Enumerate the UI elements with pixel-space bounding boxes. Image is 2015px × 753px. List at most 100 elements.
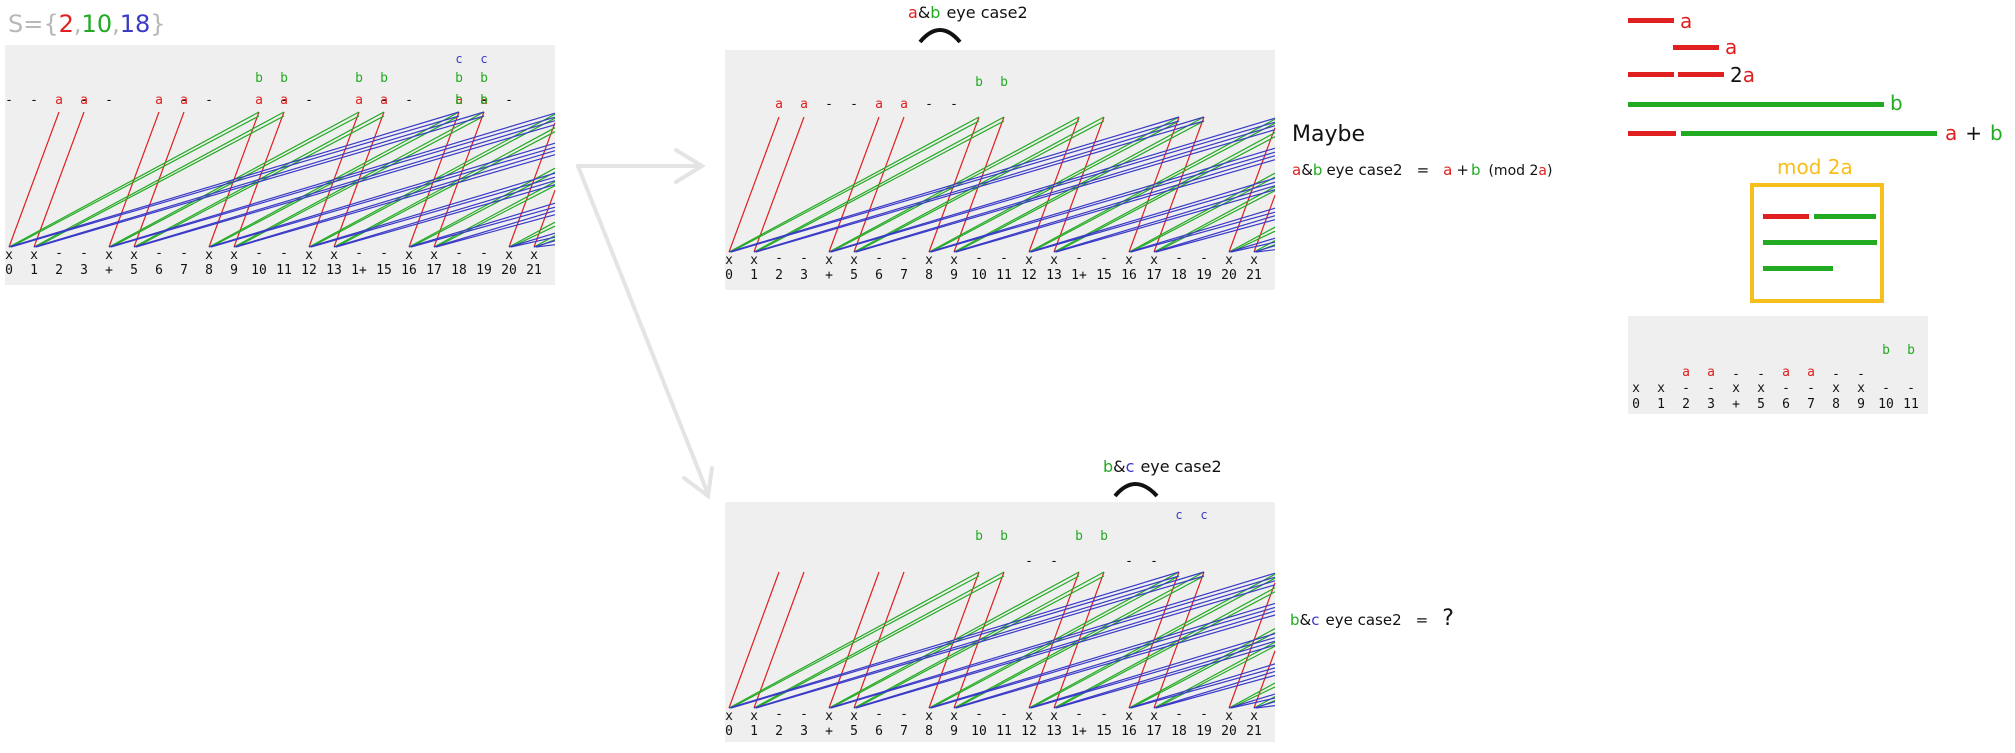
panel-bc-lines bbox=[728, 571, 1276, 709]
panel-ab-line bbox=[953, 155, 1276, 253]
panel-main-line bbox=[210, 146, 556, 248]
axis-label: 10 bbox=[971, 268, 987, 283]
dash-mark: - bbox=[255, 246, 263, 261]
dash-mark: - bbox=[775, 251, 783, 266]
x-mark: x bbox=[1050, 709, 1058, 724]
panel-ab-line bbox=[753, 116, 1205, 253]
panel-bc-line bbox=[953, 610, 1276, 709]
arrowhead-panel-bc bbox=[682, 466, 714, 500]
axis-label: 12 bbox=[1021, 268, 1037, 283]
small-x-mark: x bbox=[1857, 381, 1865, 396]
axis-label: 19 bbox=[1196, 724, 1212, 739]
panel-main-line bbox=[508, 232, 556, 248]
a-mark: a bbox=[900, 97, 908, 112]
small-axis-label: 5 bbox=[1757, 397, 1765, 412]
dash-mark: - bbox=[1200, 251, 1208, 266]
panel-main-line bbox=[35, 115, 285, 248]
panel-main-line bbox=[435, 185, 556, 248]
axis-label: 11 bbox=[276, 263, 292, 278]
axis-label: 10 bbox=[971, 724, 987, 739]
dash-mark: - bbox=[80, 246, 88, 261]
panel-ab-line bbox=[1253, 245, 1276, 253]
x-mark: x bbox=[30, 248, 38, 263]
axis-label: + bbox=[105, 263, 113, 278]
dash-mark: - bbox=[775, 707, 783, 722]
c-mark: c bbox=[480, 52, 487, 66]
panel-bc-line bbox=[728, 571, 780, 709]
c-mark: c bbox=[455, 52, 462, 66]
axis-label: 21 bbox=[526, 263, 542, 278]
panel-bc-line bbox=[1030, 637, 1276, 709]
x-mark: x bbox=[1025, 253, 1033, 268]
panel-ab-line bbox=[1028, 177, 1276, 253]
small-axis-label: 1 bbox=[1657, 397, 1665, 412]
panel-main-line bbox=[110, 116, 556, 248]
panel-bc-line bbox=[753, 571, 805, 709]
b-mark: b bbox=[975, 75, 983, 90]
small-dash: - bbox=[1782, 381, 1790, 396]
axis-label: 2 bbox=[775, 724, 783, 739]
panel-ab-lines bbox=[728, 116, 1276, 253]
panel-main-line bbox=[8, 111, 60, 248]
mod-bar-green-3 bbox=[1763, 266, 1833, 271]
panel-main-background bbox=[5, 45, 555, 285]
panel-main-line bbox=[208, 142, 556, 248]
b-mark: b bbox=[1075, 529, 1083, 544]
b-mark: b bbox=[480, 71, 488, 86]
a-mark: a bbox=[55, 93, 63, 108]
axis-label: 2 bbox=[775, 268, 783, 283]
mod-title: mod 2a bbox=[1777, 155, 1853, 179]
dash-mark: - bbox=[280, 246, 288, 261]
small-a-mark: a bbox=[1682, 365, 1690, 380]
panel-ab-line bbox=[1153, 186, 1276, 253]
b-mark: b bbox=[380, 71, 388, 86]
top-dash: - bbox=[305, 93, 313, 108]
panel-bc-line bbox=[855, 584, 1276, 709]
panel-ab-line bbox=[928, 147, 1276, 253]
legend-label-sum: a + b bbox=[1945, 121, 2003, 145]
x-mark: x bbox=[750, 709, 758, 724]
panel-bc-line bbox=[1153, 641, 1276, 709]
axis-label: 0 bbox=[725, 268, 733, 283]
panel-bc-line bbox=[1128, 663, 1276, 709]
axis-label: 19 bbox=[476, 263, 492, 278]
panel-bc-line bbox=[853, 580, 1276, 709]
axis-label: 13 bbox=[326, 263, 342, 278]
dash-mark: - bbox=[355, 246, 363, 261]
x-mark: x bbox=[305, 248, 313, 263]
panel-bc-line bbox=[1130, 667, 1276, 709]
a-mark: a bbox=[480, 93, 488, 108]
axis-label: 2 bbox=[55, 263, 63, 278]
x-mark: x bbox=[1250, 709, 1258, 724]
a-mark: a bbox=[180, 93, 188, 108]
panel-ab-line bbox=[1228, 237, 1276, 253]
panel-main-line bbox=[10, 115, 260, 248]
panel-ab-line bbox=[1053, 185, 1276, 253]
small-top-dash: - bbox=[1757, 367, 1765, 382]
axis-label: 6 bbox=[155, 263, 163, 278]
panel-ab-line bbox=[1155, 219, 1276, 253]
x-mark: x bbox=[205, 248, 213, 263]
small-dash: - bbox=[1907, 381, 1915, 396]
top-dash: - bbox=[1150, 554, 1158, 569]
small-x-mark: x bbox=[1732, 381, 1740, 396]
axis-label: 6 bbox=[875, 724, 883, 739]
set-label: S={2,10,18} bbox=[8, 10, 166, 38]
panel-ab-line bbox=[1228, 226, 1276, 253]
panel-ab: x x x x x x x x x x x x- - - - - - - - - -0 1 2 3 +5 6 7 8 9 10 11 12 13… bbox=[725, 50, 1276, 290]
axis-label: 16 bbox=[401, 263, 417, 278]
dash-mark: - bbox=[1175, 707, 1183, 722]
top-dash: - bbox=[280, 93, 288, 108]
panel-bc-title: b&c eye case2 bbox=[1103, 457, 1222, 476]
legend-label-a2: a bbox=[1725, 35, 1737, 59]
panel-ab-line bbox=[755, 120, 1205, 253]
b-mark: b bbox=[355, 71, 363, 86]
axis-label: 7 bbox=[180, 263, 188, 278]
small-top-dash: - bbox=[1857, 367, 1865, 382]
panel-ab-line bbox=[1055, 189, 1276, 253]
panel-main-line bbox=[33, 111, 85, 248]
panel-ab-line bbox=[1253, 195, 1276, 253]
small-dash: - bbox=[1807, 381, 1815, 396]
panel-ab-line bbox=[1228, 127, 1276, 253]
panel-bc-line bbox=[1053, 640, 1276, 709]
